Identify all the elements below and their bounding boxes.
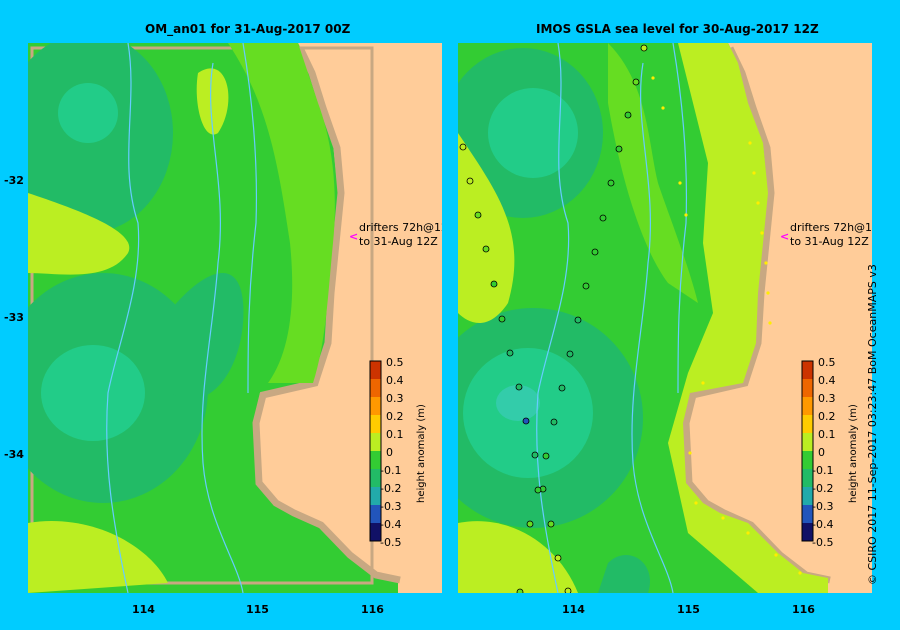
- cb-tick: 0.3: [386, 392, 404, 405]
- bathymetry-contour: [536, 43, 570, 593]
- cb-tick: -0.4: [812, 518, 833, 531]
- cb-tick: 0.1: [386, 428, 404, 441]
- high-anomaly-west: [28, 193, 130, 275]
- bathymetry-contour: [631, 62, 674, 593]
- lon-label-116-left: 116: [361, 603, 384, 616]
- drifter-arrow-icon: <: [780, 230, 789, 243]
- lon-label-114-left: 114: [132, 603, 155, 616]
- cb-tick: -0.5: [380, 536, 401, 549]
- cb-tick: 0.2: [818, 410, 836, 423]
- drifter-note-line2: to 31-Aug 12Z: [790, 235, 869, 248]
- lat-label-33: -33: [4, 311, 24, 324]
- cb-tick: 0.1: [818, 428, 836, 441]
- copyright-label: © CSIRO 2017 11-Sep-2017 03:23:47 BoM Oc…: [866, 264, 879, 585]
- cb-tick: -0.1: [380, 464, 401, 477]
- bathymetry-contour: [672, 43, 688, 394]
- low-anomaly-core-north: [58, 83, 118, 143]
- cb-tick: -0.1: [812, 464, 833, 477]
- coastline: [682, 46, 831, 584]
- cb-tick: 0.3: [818, 392, 836, 405]
- bathymetry-contour: [201, 62, 244, 593]
- low-anomaly-core-south: [496, 385, 540, 421]
- cb-tick: 0.5: [386, 356, 404, 369]
- cb-tick: -0.4: [380, 518, 401, 531]
- altimetry-markers: [459, 44, 648, 593]
- shelf-band: [228, 43, 335, 383]
- cb-tick: 0.4: [818, 374, 836, 387]
- lat-label-34: -34: [4, 448, 24, 461]
- cb-tick: 0.4: [386, 374, 404, 387]
- bathymetry-contour: [242, 43, 258, 394]
- high-anomaly-shelf: [668, 43, 828, 593]
- colorbar-label: height anomaly (m): [848, 404, 859, 503]
- lat-label-32: -32: [4, 174, 24, 187]
- high-anomaly-southwest: [458, 521, 578, 593]
- lon-label-116-right: 116: [792, 603, 815, 616]
- cb-tick: 0: [818, 446, 825, 459]
- lon-label-115-left: 115: [246, 603, 269, 616]
- cb-tick: -0.3: [812, 500, 833, 513]
- high-anomaly-southwest: [28, 521, 168, 593]
- cb-tick: 0.2: [386, 410, 404, 423]
- low-anomaly-southeast: [598, 554, 650, 593]
- low-anomaly-core-north: [488, 88, 578, 178]
- left-map-title: OM_an01 for 31-Aug-2017 00Z: [145, 22, 351, 36]
- colorbar-label: height anomaly (m): [416, 404, 427, 503]
- cb-tick: 0.5: [818, 356, 836, 369]
- coastal-markers: [651, 76, 802, 575]
- drifter-arrow-icon: <: [349, 230, 358, 243]
- left-map: 0.5 0.4 0.3 0.2 0.1 0 -0.1 -0.2 -0.3 -0.…: [28, 43, 442, 593]
- low-anomaly-center: [158, 273, 244, 400]
- front-band: [608, 43, 698, 303]
- lon-label-114-right: 114: [562, 603, 585, 616]
- cb-tick: -0.5: [812, 536, 833, 549]
- cb-tick: -0.2: [812, 482, 833, 495]
- cb-tick: 0: [386, 446, 393, 459]
- drifter-note-line1: drifters 72h@12h: [790, 221, 872, 234]
- bathymetry-contour: [106, 43, 140, 593]
- lon-label-115-right: 115: [677, 603, 700, 616]
- drifter-note-line1: drifters 72h@12h: [359, 221, 442, 234]
- coastline: [252, 46, 401, 584]
- drifter-note-line2: to 31-Aug 12Z: [359, 235, 438, 248]
- right-map-title: IMOS GSLA sea level for 30-Aug-2017 12Z: [536, 22, 819, 36]
- cb-tick: -0.3: [380, 500, 401, 513]
- colorbar: [369, 360, 382, 542]
- colorbar: [801, 360, 814, 542]
- high-anomaly-north: [196, 68, 229, 135]
- right-map: 0.5 0.4 0.3 0.2 0.1 0 -0.1 -0.2 -0.3 -0.…: [458, 43, 872, 593]
- low-anomaly-core-south: [41, 345, 145, 441]
- cb-tick: -0.2: [380, 482, 401, 495]
